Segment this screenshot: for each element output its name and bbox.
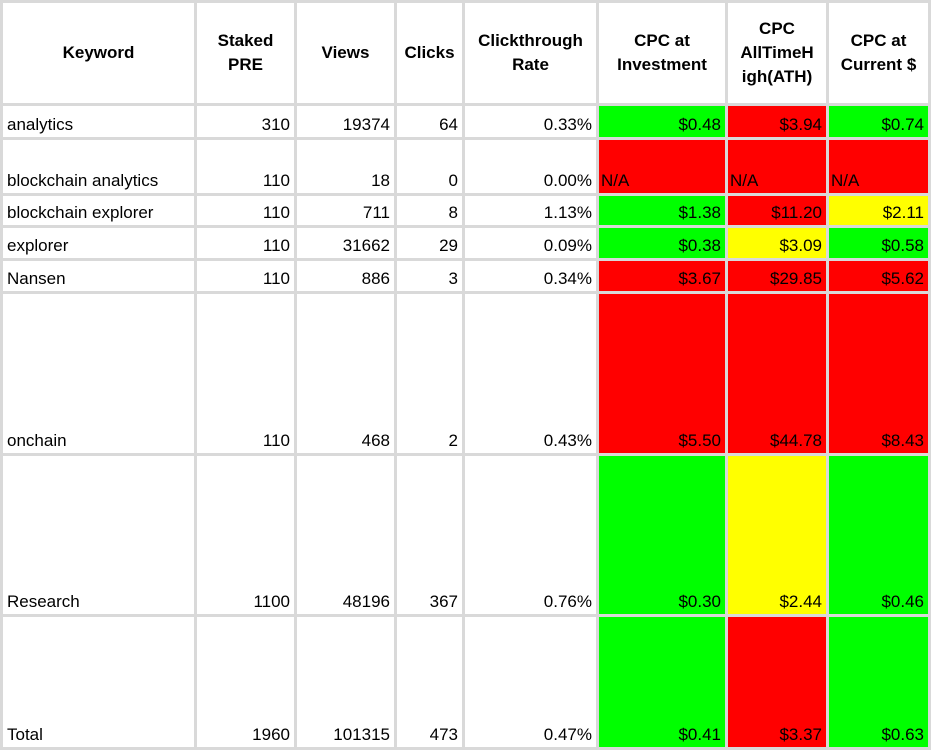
cell-cpc-ath[interactable]: $2.44	[728, 456, 829, 617]
cell-staked[interactable]: 310	[197, 106, 297, 140]
cell-keyword[interactable]: Total	[0, 617, 197, 750]
cell-cpc-ath[interactable]: $11.20	[728, 196, 829, 228]
header-cpc-ath[interactable]: CPC AllTimeH igh(ATH)	[728, 0, 829, 106]
cell-ctr[interactable]: 0.76%	[465, 456, 599, 617]
cell-cpc-investment[interactable]: $0.38	[599, 228, 728, 261]
cell-staked[interactable]: 1100	[197, 456, 297, 617]
cell-staked[interactable]: 110	[197, 228, 297, 261]
cell-clicks[interactable]: 367	[397, 456, 465, 617]
cell-cpc-current[interactable]: $0.74	[829, 106, 931, 140]
cell-cpc-current[interactable]: N/A	[829, 140, 931, 196]
cell-views[interactable]: 468	[297, 294, 397, 456]
header-clickthrough-rate[interactable]: Clickthrough Rate	[465, 0, 599, 106]
cell-keyword[interactable]: onchain	[0, 294, 197, 456]
cell-cpc-current[interactable]: $2.11	[829, 196, 931, 228]
cell-cpc-investment[interactable]: $5.50	[599, 294, 728, 456]
cell-staked[interactable]: 1960	[197, 617, 297, 750]
cell-clicks[interactable]: 64	[397, 106, 465, 140]
cell-cpc-investment[interactable]: $0.48	[599, 106, 728, 140]
cell-ctr[interactable]: 0.00%	[465, 140, 599, 196]
table-row: Research 1100 48196 367 0.76% $0.30 $2.4…	[0, 456, 931, 617]
cell-clicks[interactable]: 0	[397, 140, 465, 196]
header-row: Keyword Staked PRE Views Clicks Clickthr…	[0, 0, 931, 106]
cell-views[interactable]: 711	[297, 196, 397, 228]
cell-staked[interactable]: 110	[197, 261, 297, 294]
cell-cpc-investment[interactable]: $1.38	[599, 196, 728, 228]
cell-clicks[interactable]: 2	[397, 294, 465, 456]
header-keyword[interactable]: Keyword	[0, 0, 197, 106]
header-cpc-current[interactable]: CPC at Current $	[829, 0, 931, 106]
table-row: Nansen 110 886 3 0.34% $3.67 $29.85 $5.6…	[0, 261, 931, 294]
cell-keyword[interactable]: blockchain explorer	[0, 196, 197, 228]
cell-cpc-ath[interactable]: $44.78	[728, 294, 829, 456]
cell-staked[interactable]: 110	[197, 140, 297, 196]
table-row: explorer 110 31662 29 0.09% $0.38 $3.09 …	[0, 228, 931, 261]
cell-ctr[interactable]: 0.09%	[465, 228, 599, 261]
cell-staked[interactable]: 110	[197, 294, 297, 456]
cell-cpc-ath[interactable]: $3.37	[728, 617, 829, 750]
cell-ctr[interactable]: 0.47%	[465, 617, 599, 750]
cell-cpc-investment[interactable]: $3.67	[599, 261, 728, 294]
cell-keyword[interactable]: analytics	[0, 106, 197, 140]
cell-clicks[interactable]: 8	[397, 196, 465, 228]
cell-staked[interactable]: 110	[197, 196, 297, 228]
cell-cpc-current[interactable]: $0.46	[829, 456, 931, 617]
table-row: analytics 310 19374 64 0.33% $0.48 $3.94…	[0, 106, 931, 140]
cell-cpc-ath[interactable]: $3.09	[728, 228, 829, 261]
header-cpc-investment[interactable]: CPC at Investment	[599, 0, 728, 106]
cell-views[interactable]: 19374	[297, 106, 397, 140]
cell-cpc-ath[interactable]: $3.94	[728, 106, 829, 140]
cell-views[interactable]: 31662	[297, 228, 397, 261]
cell-ctr[interactable]: 1.13%	[465, 196, 599, 228]
cell-cpc-investment[interactable]: N/A	[599, 140, 728, 196]
cell-keyword[interactable]: Nansen	[0, 261, 197, 294]
cell-cpc-current[interactable]: $8.43	[829, 294, 931, 456]
header-views[interactable]: Views	[297, 0, 397, 106]
cell-views[interactable]: 48196	[297, 456, 397, 617]
cell-keyword[interactable]: blockchain analytics	[0, 140, 197, 196]
cell-keyword[interactable]: Research	[0, 456, 197, 617]
header-staked-pre[interactable]: Staked PRE	[197, 0, 297, 106]
cell-ctr[interactable]: 0.34%	[465, 261, 599, 294]
cell-cpc-ath[interactable]: N/A	[728, 140, 829, 196]
cell-cpc-ath[interactable]: $29.85	[728, 261, 829, 294]
table-row-total: Total 1960 101315 473 0.47% $0.41 $3.37 …	[0, 617, 931, 750]
cell-keyword[interactable]: explorer	[0, 228, 197, 261]
cell-cpc-investment[interactable]: $0.30	[599, 456, 728, 617]
cell-clicks[interactable]: 3	[397, 261, 465, 294]
table-row: onchain 110 468 2 0.43% $5.50 $44.78 $8.…	[0, 294, 931, 456]
cell-cpc-current[interactable]: $0.58	[829, 228, 931, 261]
cell-ctr[interactable]: 0.33%	[465, 106, 599, 140]
cell-cpc-current[interactable]: $0.63	[829, 617, 931, 750]
table-row: blockchain explorer 110 711 8 1.13% $1.3…	[0, 196, 931, 228]
cell-cpc-current[interactable]: $5.62	[829, 261, 931, 294]
cell-views[interactable]: 18	[297, 140, 397, 196]
cell-clicks[interactable]: 29	[397, 228, 465, 261]
cell-clicks[interactable]: 473	[397, 617, 465, 750]
cell-views[interactable]: 101315	[297, 617, 397, 750]
table-row: blockchain analytics 110 18 0 0.00% N/A …	[0, 140, 931, 196]
cell-views[interactable]: 886	[297, 261, 397, 294]
header-clicks[interactable]: Clicks	[397, 0, 465, 106]
cell-ctr[interactable]: 0.43%	[465, 294, 599, 456]
cell-cpc-investment[interactable]: $0.41	[599, 617, 728, 750]
